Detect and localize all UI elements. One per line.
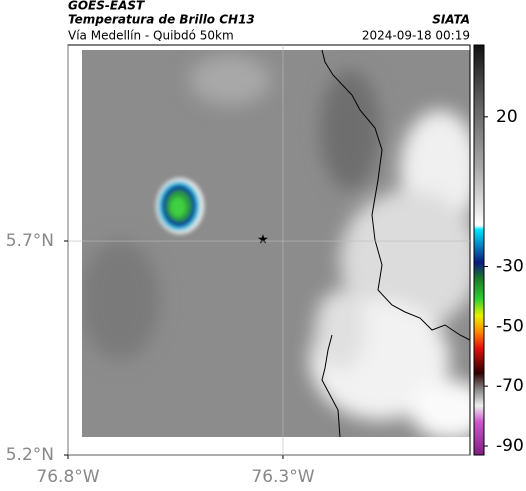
colorbar-tick-label: -30 [496, 256, 524, 276]
colorbar-tick-label: 20 [496, 107, 518, 127]
x-tick-label: 76.3°W [251, 467, 314, 487]
y-tick-label: 5.7°N [6, 231, 54, 251]
satellite: GOES-EAST [68, 0, 145, 13]
x-tick-label: 76.8°W [36, 467, 99, 487]
source: SIATA [432, 13, 470, 27]
satellite-image [82, 50, 470, 437]
product: Temperatura de Brillo CH13 [68, 13, 255, 27]
y-tick-label: 5.2°N [6, 445, 54, 465]
colorbar-tick-label: -70 [496, 376, 524, 396]
colorbar [473, 44, 485, 456]
colorbar-tick-label: -90 [496, 436, 524, 456]
city-marker: ★ [257, 233, 269, 248]
timestamp: 2024-09-18 00:19 [362, 29, 470, 43]
colorbar-tick-label: -50 [496, 316, 524, 336]
region: Vía Medellín - Quibdó 50km [68, 29, 234, 43]
